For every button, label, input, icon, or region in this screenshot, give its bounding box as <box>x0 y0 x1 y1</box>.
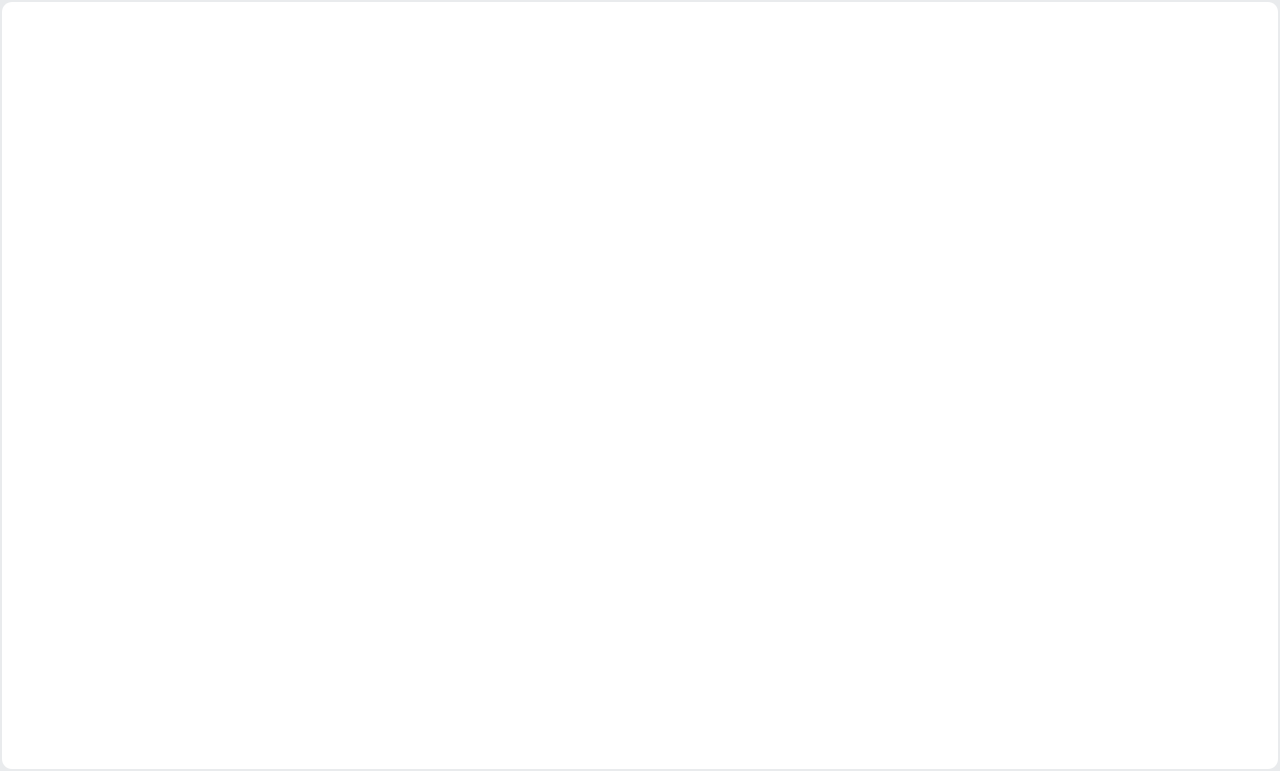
chart-card <box>2 2 1278 769</box>
sentiment-price-chart <box>2 2 1278 769</box>
